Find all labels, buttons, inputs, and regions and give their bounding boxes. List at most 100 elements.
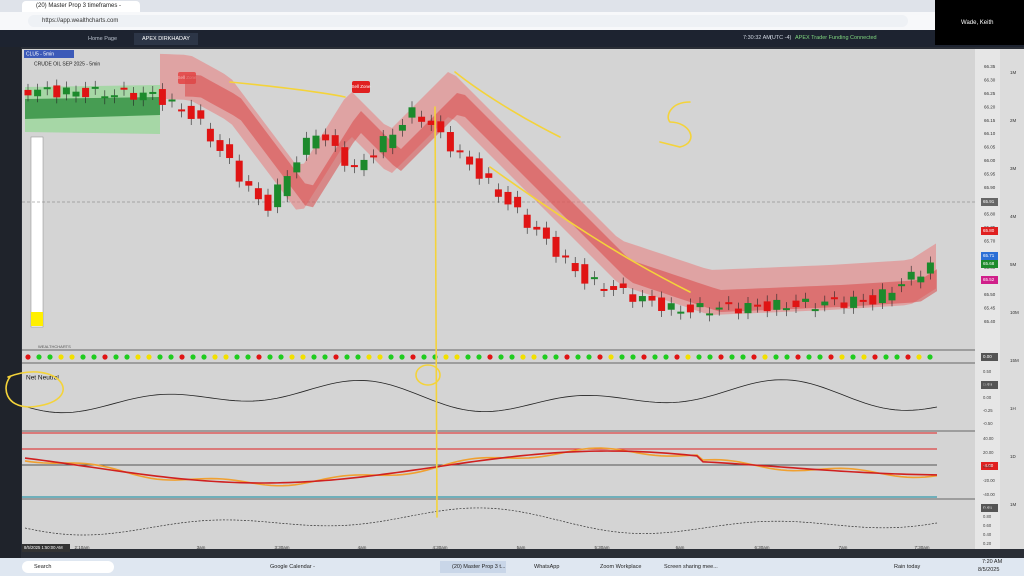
candle-body bbox=[600, 288, 608, 291]
sell-zone-marker bbox=[352, 81, 370, 93]
candle-body bbox=[610, 286, 618, 290]
line-scale-label: -20.00 bbox=[983, 478, 996, 483]
candle-body bbox=[456, 150, 464, 153]
search-box[interactable]: Search bbox=[22, 561, 114, 573]
value-tag bbox=[981, 381, 998, 389]
signal-dot bbox=[223, 354, 229, 360]
signal-dot bbox=[443, 354, 449, 360]
signal-dot bbox=[113, 354, 119, 360]
candle-body bbox=[43, 87, 51, 90]
signal-dot bbox=[927, 354, 933, 360]
signal-dot bbox=[762, 354, 768, 360]
signal-dot bbox=[817, 354, 823, 360]
color-swatch[interactable] bbox=[31, 312, 43, 326]
candle-body bbox=[264, 194, 272, 211]
drawn-stroke bbox=[454, 71, 561, 138]
time-label: 7am bbox=[839, 545, 848, 550]
signal-dot bbox=[157, 354, 163, 360]
signal-dot bbox=[729, 354, 735, 360]
candle-body bbox=[110, 95, 118, 98]
browser-tab[interactable]: (20) Master Prop 3 timeframes - bbox=[22, 1, 140, 12]
signal-dot bbox=[784, 354, 790, 360]
signal-dot bbox=[795, 354, 801, 360]
signal-dot bbox=[905, 354, 911, 360]
signal-dot bbox=[465, 354, 471, 360]
signal-dot bbox=[36, 354, 42, 360]
taskbar-app[interactable]: Google Calendar - bbox=[270, 564, 315, 570]
candle-body bbox=[888, 292, 896, 301]
signal-dot bbox=[641, 354, 647, 360]
candle-body bbox=[859, 299, 867, 302]
candle-body bbox=[245, 181, 253, 186]
price-tag-label: 65.71 bbox=[983, 253, 995, 258]
candle-body bbox=[850, 296, 858, 308]
candle-body bbox=[677, 311, 685, 314]
broker: APEX Trader Funding bbox=[795, 35, 849, 41]
cursor-time: 8/5/2025 1:50:00 AM bbox=[24, 545, 63, 550]
url-field[interactable]: https://app.wealthcharts.com bbox=[28, 15, 908, 27]
app-tab[interactable]: APEX DIRKHADAY bbox=[134, 33, 198, 45]
drawn-circle bbox=[5, 371, 64, 408]
price-label: 65.45 bbox=[984, 305, 996, 310]
osc-scale-label: 0.50 bbox=[983, 369, 992, 374]
taskbar-app[interactable]: Screen sharing mee... bbox=[664, 564, 718, 570]
signal-dot bbox=[245, 354, 251, 360]
candle-body bbox=[917, 276, 925, 283]
side-scale-label: 1M bbox=[1010, 70, 1017, 75]
drawn-circle bbox=[415, 364, 441, 386]
signal-dot bbox=[333, 354, 339, 360]
candle-body bbox=[235, 160, 243, 182]
symbol-tab[interactable] bbox=[24, 50, 74, 58]
price-tag-label: 65.91 bbox=[983, 199, 995, 204]
candle-body bbox=[178, 109, 186, 112]
price-tag bbox=[981, 198, 998, 206]
drawing-tools[interactable] bbox=[30, 136, 44, 328]
taskbar-app[interactable]: WhatsApp bbox=[534, 564, 560, 570]
candle-body bbox=[898, 284, 906, 287]
candle-body bbox=[350, 165, 358, 168]
chart-title: CRUDE OIL SEP 2025 - 5min bbox=[34, 61, 100, 67]
signal-dot bbox=[751, 354, 757, 360]
signal-dot bbox=[179, 354, 185, 360]
signal-dot bbox=[828, 354, 834, 360]
side-scale-label: 1M bbox=[1010, 502, 1017, 507]
fast-line bbox=[24, 447, 938, 487]
taskbar-app[interactable]: Zoom Workplace bbox=[600, 564, 642, 570]
candle-body bbox=[590, 277, 598, 280]
signal-dot bbox=[300, 354, 306, 360]
price-tag-label: 65.68 bbox=[983, 261, 995, 266]
candle-body bbox=[715, 307, 723, 310]
candle-body bbox=[427, 120, 435, 125]
candle-body bbox=[130, 92, 138, 100]
candle-body bbox=[62, 87, 70, 95]
signal-dot bbox=[399, 354, 405, 360]
signal-dot bbox=[289, 354, 295, 360]
candle-body bbox=[226, 144, 234, 159]
signal-dot bbox=[630, 354, 636, 360]
price-label: 65.50 bbox=[984, 292, 996, 297]
app-tab[interactable]: Home Page bbox=[88, 36, 118, 42]
timezone: (UTC -4) bbox=[770, 35, 792, 41]
side-scale-label: 4M bbox=[1010, 214, 1017, 219]
price-axis bbox=[975, 49, 1000, 549]
osc-scale-label: -0.50 bbox=[983, 421, 993, 426]
candle-body bbox=[725, 302, 733, 305]
signal-dot bbox=[80, 354, 86, 360]
candle-body bbox=[533, 226, 541, 230]
time-label: 3am bbox=[197, 545, 206, 550]
signal-dot bbox=[553, 354, 559, 360]
taskbar-app[interactable]: (20) Master Prop 3 t... bbox=[440, 561, 506, 573]
signal-dot bbox=[91, 354, 97, 360]
signal-dot bbox=[377, 354, 383, 360]
candle-body bbox=[149, 91, 157, 94]
candle-body bbox=[878, 289, 886, 304]
signal-dot bbox=[47, 354, 53, 360]
signal-dot bbox=[388, 354, 394, 360]
indicator-label: Net Neutral bbox=[26, 375, 59, 382]
candle-body bbox=[619, 283, 627, 288]
signal-dot bbox=[883, 354, 889, 360]
signal-dot bbox=[267, 354, 273, 360]
candle-body bbox=[629, 294, 637, 302]
price-tag-label: 65.52 bbox=[983, 277, 995, 282]
